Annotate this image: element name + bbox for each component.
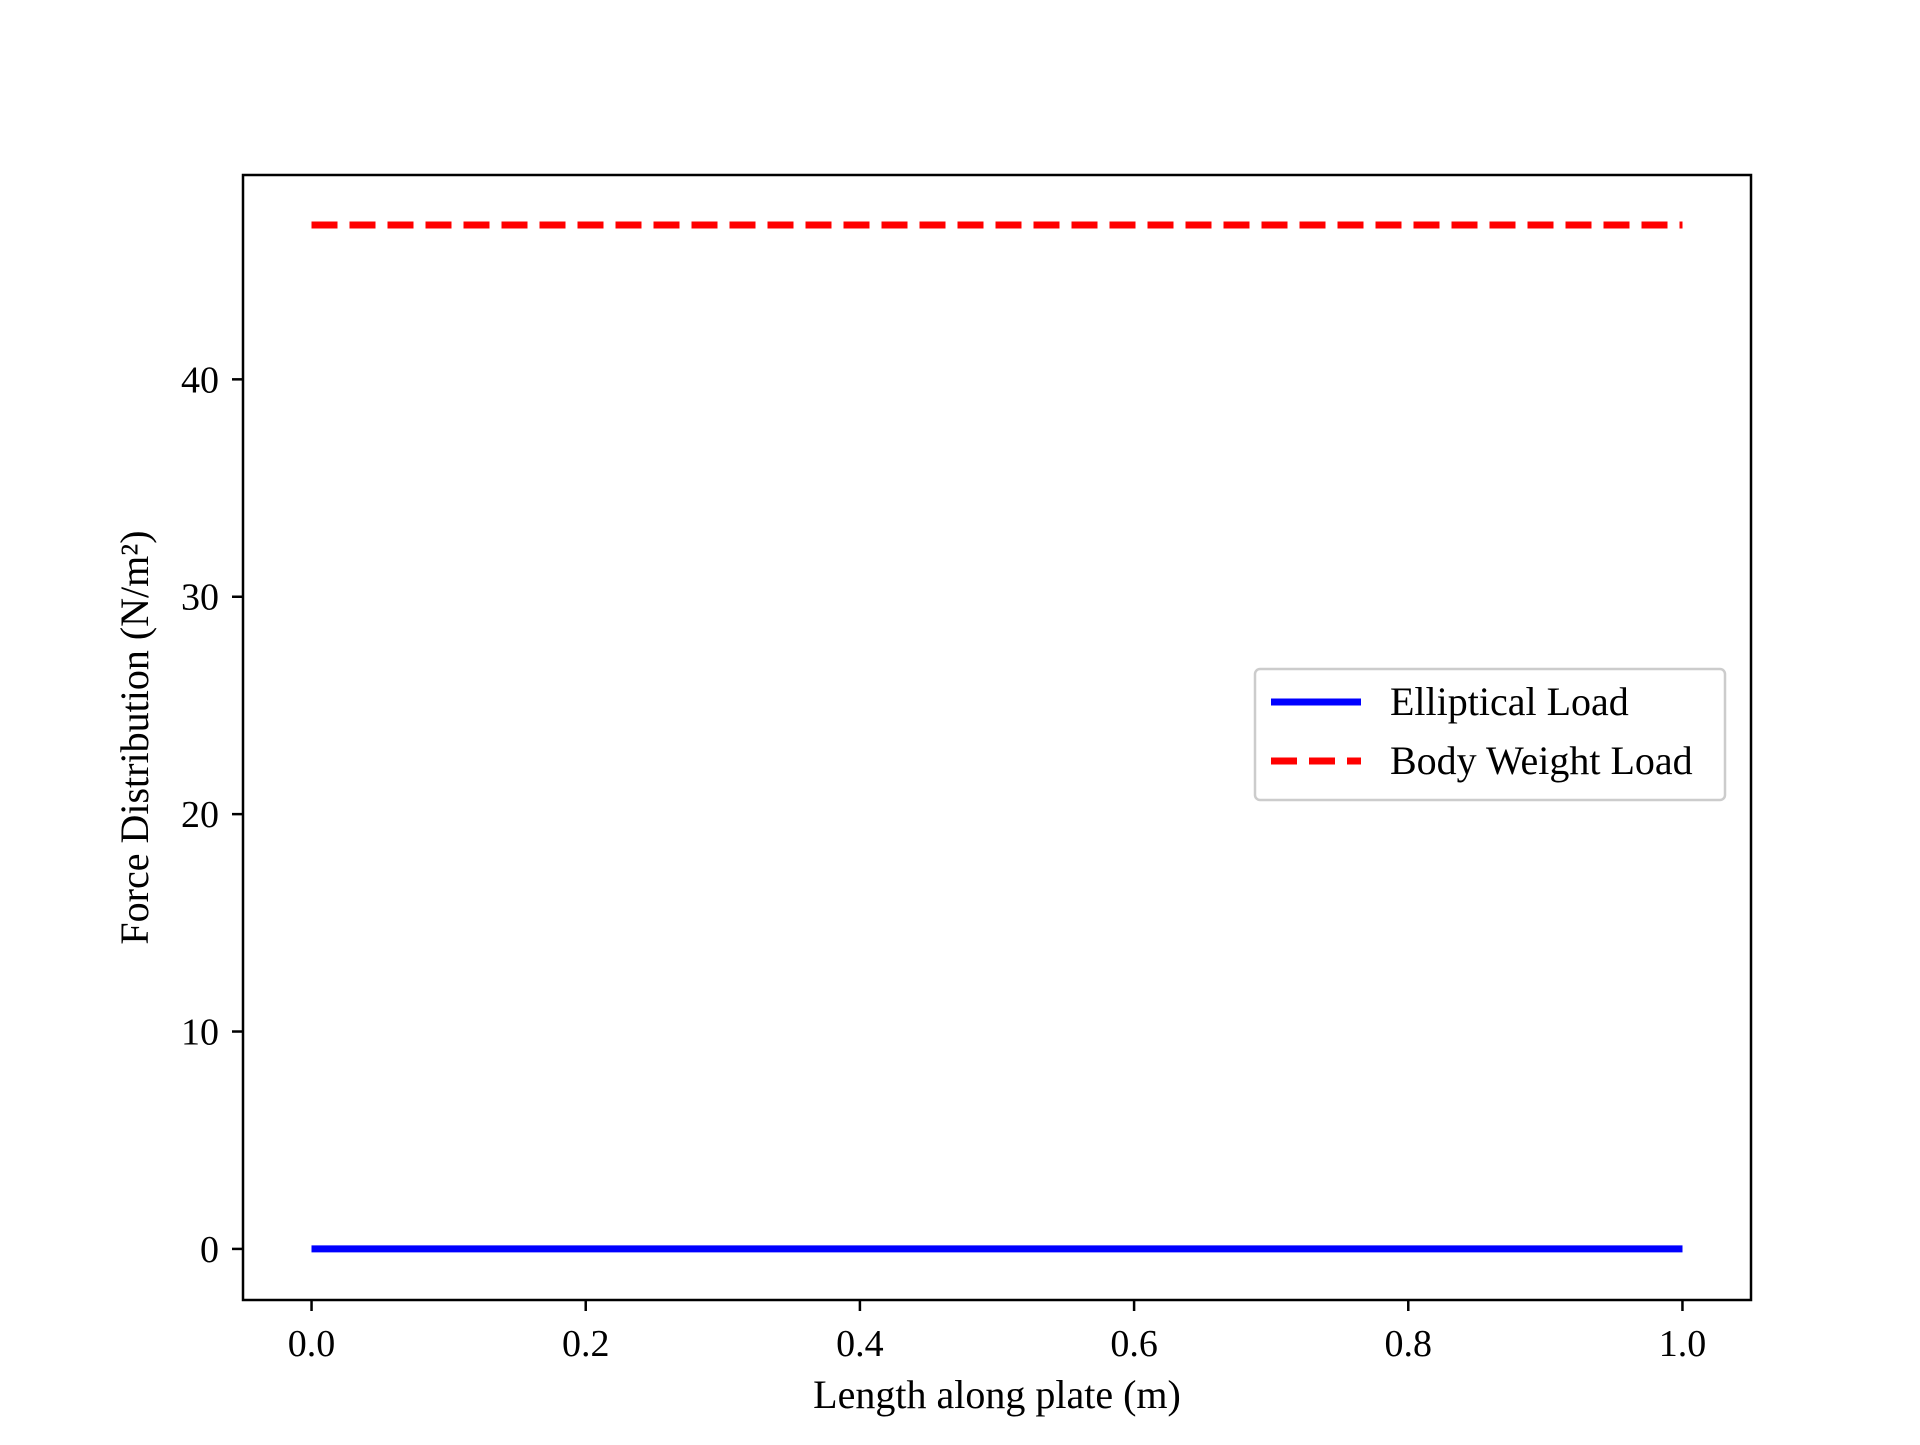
plot-area-frame: [241, 173, 1753, 1302]
x-tick-label: 0.0: [288, 1323, 336, 1365]
y-tick-label: 20: [181, 794, 219, 836]
legend-label-1: Body Weight Load: [1390, 738, 1693, 783]
legend-label-0: Elliptical Load: [1390, 679, 1629, 724]
y-tick-label: 10: [181, 1012, 219, 1054]
legend: Elliptical Load Body Weight Load: [1253, 667, 1727, 802]
legend-items: Elliptical Load Body Weight Load: [1271, 679, 1693, 783]
y-axis-label: Force Distribution (N/m²): [112, 530, 157, 944]
x-tick-label: 1.0: [1659, 1323, 1707, 1365]
x-tick-label: 0.2: [562, 1323, 610, 1365]
x-axis-label: Length along plate (m): [813, 1372, 1181, 1417]
x-tick-label: 0.8: [1385, 1323, 1433, 1365]
ticks-layer: 0.0 0.2 0.4 0.6 0.8 1.0 0 10 20 30 40: [181, 359, 1706, 1365]
x-tick-label: 0.6: [1110, 1323, 1158, 1365]
series-layer: [311, 221, 1683, 1253]
y-tick-label: 0: [200, 1229, 219, 1271]
x-tick-label: 0.4: [836, 1323, 884, 1365]
y-tick-label: 40: [181, 359, 219, 401]
y-tick-label: 30: [181, 577, 219, 619]
legend-frame: [1253, 667, 1727, 802]
